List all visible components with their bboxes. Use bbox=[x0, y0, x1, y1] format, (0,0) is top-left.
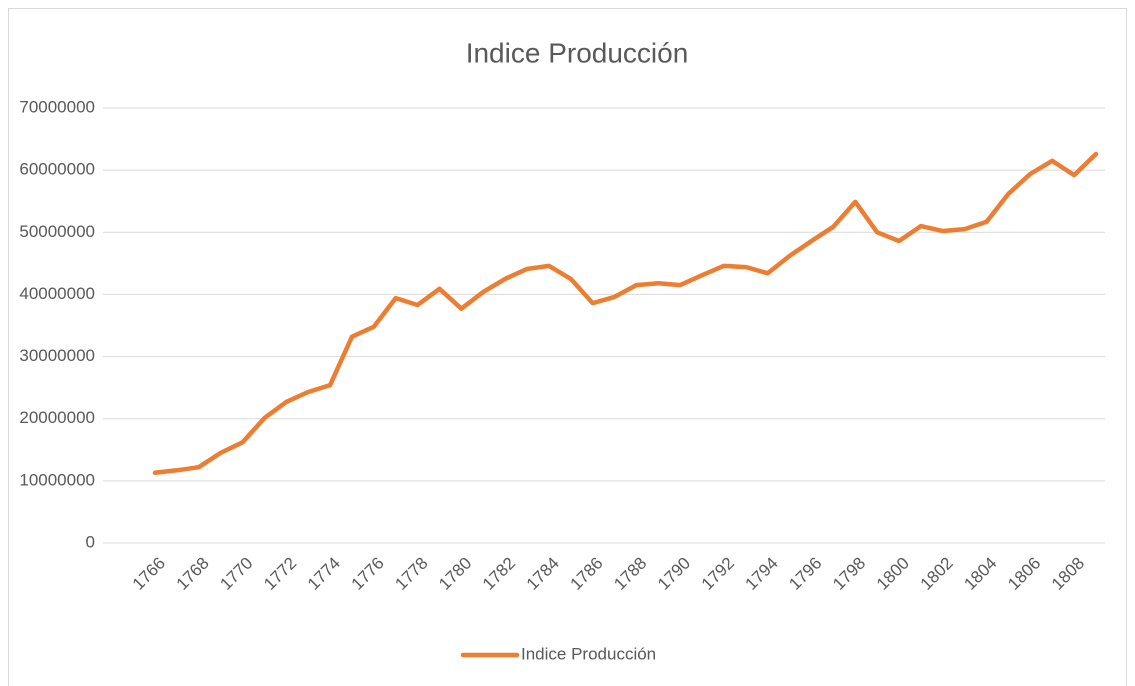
chart-title: Indice Producción bbox=[466, 37, 689, 68]
y-tick-label: 10000000 bbox=[19, 470, 95, 489]
y-tick-label: 30000000 bbox=[19, 346, 95, 365]
y-tick-label: 0 bbox=[86, 532, 95, 551]
y-tick-label: 20000000 bbox=[19, 408, 95, 427]
chart-border bbox=[8, 8, 1127, 686]
legend-label: Indice Producción bbox=[521, 644, 656, 663]
y-tick-label: 70000000 bbox=[19, 97, 95, 116]
y-tick-label: 40000000 bbox=[19, 284, 95, 303]
data-line bbox=[152, 151, 1099, 476]
y-tick-label: 60000000 bbox=[19, 160, 95, 179]
y-tick-label: 50000000 bbox=[19, 222, 95, 241]
